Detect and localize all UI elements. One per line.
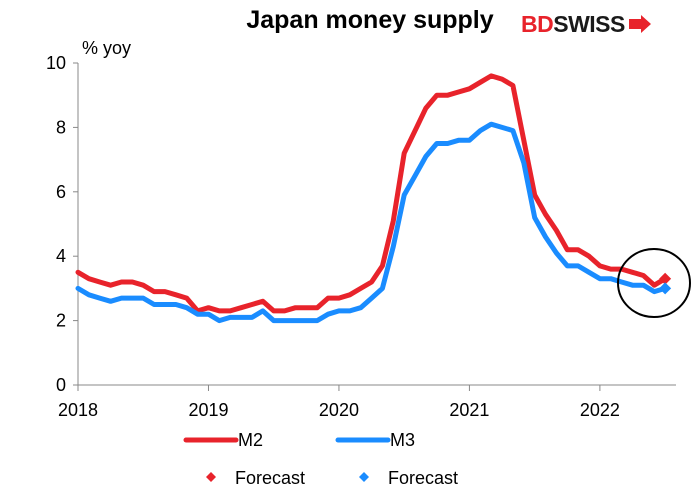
plot-area bbox=[75, 73, 672, 324]
x-tick-label: 2020 bbox=[319, 400, 359, 420]
forecast-point bbox=[659, 282, 672, 295]
highlight-circle bbox=[617, 248, 691, 318]
legend-label: M2 bbox=[238, 430, 263, 450]
y-tick-label: 8 bbox=[56, 117, 66, 137]
legend-label: Forecast bbox=[388, 468, 458, 488]
logo-text-bd: BD bbox=[521, 10, 554, 37]
y-tick-label: 0 bbox=[56, 375, 66, 395]
y-tick-label: 4 bbox=[56, 246, 66, 266]
y-tick-label: 6 bbox=[56, 182, 66, 202]
chart-title: Japan money supply bbox=[246, 6, 494, 34]
x-tick-label: 2021 bbox=[449, 400, 489, 420]
brand-logo: BD SWISS bbox=[521, 10, 651, 38]
legend-diamond-swatch bbox=[206, 472, 216, 482]
legend-label: M3 bbox=[390, 430, 415, 450]
logo-text-swiss: SWISS bbox=[553, 10, 625, 37]
x-tick-label: 2018 bbox=[58, 400, 98, 420]
logo-arrow-icon bbox=[628, 15, 651, 33]
forecast-point bbox=[659, 272, 672, 285]
series-line-m2 bbox=[75, 73, 668, 314]
y-axis-label: % yoy bbox=[82, 38, 131, 58]
x-tick-label: 2022 bbox=[580, 400, 620, 420]
x-tick-label: 2019 bbox=[188, 400, 228, 420]
legend: M2 M3 Forecast Forecast bbox=[183, 430, 458, 488]
axes: 0 2 4 6 8 10 2018 2019 2020 2021 2022 bbox=[46, 53, 676, 420]
y-tick-label: 2 bbox=[56, 311, 66, 331]
legend-diamond-swatch bbox=[359, 472, 369, 482]
legend-label: Forecast bbox=[235, 468, 305, 488]
y-tick-label: 10 bbox=[46, 53, 66, 73]
series-line-m3 bbox=[75, 121, 668, 324]
